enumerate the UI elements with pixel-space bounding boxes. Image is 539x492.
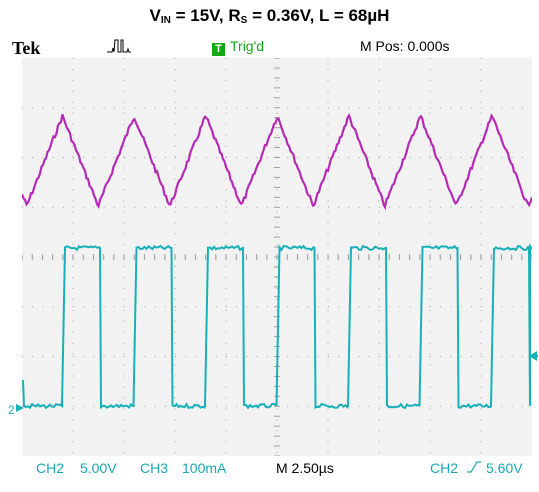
ch2-scale: 5.00V [80,460,117,476]
waveform-display [20,57,534,457]
trigger-state-label: Trig'd [230,38,265,54]
title-vin-sub: IN [160,15,171,26]
bottom-readout-bar: CH2 5.00V CH3 100mA M 2.50µs CH2 5.60V [0,460,539,482]
trigger-slope-icon [466,460,482,477]
ch2-label: CH2 [36,460,65,476]
horizontal-position-readout: M Pos: 0.000s [360,38,450,54]
ch3-scale: 100mA [182,460,227,476]
title-vin-rest: = 15V, R [170,6,241,25]
pulse-acquire-icon [107,39,131,53]
ch2-switch-voltage-trace [22,242,533,410]
timebase-readout: M 2.50µs [276,460,334,476]
trigger-status: T Trig'd [212,38,264,56]
title-rs-sub: S [240,15,248,26]
oscilloscope-screen [20,57,534,457]
trigger-source: CH2 [430,460,459,476]
ch3-label: CH3 [140,460,169,476]
figure-title: VIN = 15V, RS = 0.36V, L = 68µH [0,6,539,26]
trigger-badge: T [212,43,225,56]
ch3-inductor-current-trace [20,113,534,211]
title-rs-rest: = 0.36V, L = 68µH [247,6,390,25]
brand-logo: Tek [12,38,41,58]
trigger-level: 5.60V [486,460,523,476]
title-vin: V [149,6,161,25]
status-bar: Tek T Trig'd M Pos: 0.000s [0,36,539,58]
